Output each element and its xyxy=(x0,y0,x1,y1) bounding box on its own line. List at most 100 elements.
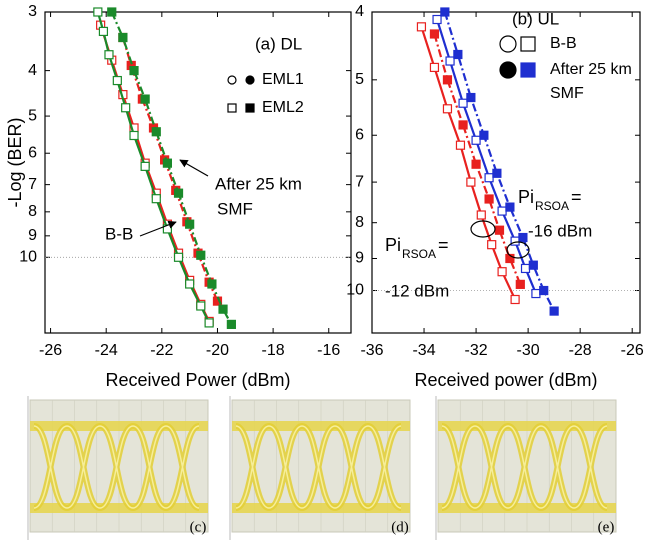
x-tick-label: -36 xyxy=(360,342,383,359)
legend-marker xyxy=(521,63,535,77)
y-tick-label: 6 xyxy=(28,144,37,161)
y-tick-label: 4 xyxy=(355,3,364,20)
eye-rail xyxy=(30,503,208,513)
marker xyxy=(522,264,530,272)
marker xyxy=(205,319,213,327)
marker xyxy=(119,34,127,42)
y-tick-label: 8 xyxy=(28,203,37,220)
marker xyxy=(443,105,451,113)
legend-label: B-B xyxy=(550,35,577,52)
annotation: (b) UL xyxy=(512,9,559,28)
marker xyxy=(130,131,138,139)
annotation: Pi xyxy=(518,187,534,207)
legend-marker xyxy=(228,104,236,112)
x-tick-label: -18 xyxy=(262,342,285,359)
annotation: After 25 km xyxy=(215,174,302,193)
y-tick-label: 9 xyxy=(28,227,37,244)
marker xyxy=(446,57,454,65)
legend-marker xyxy=(246,76,254,84)
marker xyxy=(454,50,462,58)
y-tick-label: 4 xyxy=(28,62,37,79)
annotation: -16 dBm xyxy=(528,221,592,240)
panel-label: (d) xyxy=(391,519,409,535)
marker xyxy=(467,178,475,186)
marker xyxy=(417,23,425,31)
marker xyxy=(516,280,524,288)
marker xyxy=(108,8,116,16)
annotation: -12 dBm xyxy=(385,281,449,300)
marker xyxy=(433,16,441,24)
x-tick-label: -24 xyxy=(95,342,118,359)
y-tick-label: 7 xyxy=(355,173,364,190)
legend-label: EML1 xyxy=(262,71,304,88)
y-tick-label: 7 xyxy=(28,176,37,193)
marker xyxy=(488,241,496,249)
annotation: = xyxy=(571,187,582,207)
legend-marker xyxy=(521,37,535,51)
legend-label: SMF xyxy=(550,85,584,102)
marker xyxy=(459,99,467,107)
marker xyxy=(141,162,149,170)
panel-label: (e) xyxy=(598,519,615,535)
marker xyxy=(122,104,130,112)
y-tick-label: 3 xyxy=(28,3,37,20)
y-tick-label: 5 xyxy=(355,71,364,88)
marker xyxy=(498,268,506,276)
marker xyxy=(99,27,107,35)
marker xyxy=(443,76,451,84)
marker xyxy=(472,136,480,144)
marker xyxy=(511,296,519,304)
marker xyxy=(467,94,475,102)
legend-marker xyxy=(500,62,516,78)
eye-rail xyxy=(232,503,410,513)
plot-area xyxy=(45,12,351,333)
marker xyxy=(441,8,449,16)
marker xyxy=(152,195,160,203)
marker xyxy=(227,320,235,328)
y-tick-label: 10 xyxy=(346,282,364,299)
marker xyxy=(141,95,149,103)
marker xyxy=(532,290,540,298)
annotation: B-B xyxy=(105,224,133,243)
marker xyxy=(550,307,558,315)
marker xyxy=(163,159,171,167)
eye-rail xyxy=(30,421,208,431)
x-tick-label: -26 xyxy=(621,342,644,359)
marker xyxy=(519,234,527,242)
marker xyxy=(208,280,216,288)
figure: 345678910-26-24-22-20-18-16-Log (BER)Rec… xyxy=(0,0,646,546)
marker xyxy=(485,174,493,182)
marker xyxy=(498,207,506,215)
y-tick-label: 6 xyxy=(355,126,364,143)
marker xyxy=(477,211,485,219)
marker xyxy=(186,280,194,288)
marker xyxy=(529,261,537,269)
marker xyxy=(197,251,205,259)
y-tick-label: 10 xyxy=(19,249,37,266)
legend-label: EML2 xyxy=(262,99,304,116)
x-tick-label: -16 xyxy=(317,342,340,359)
marker xyxy=(506,203,514,211)
marker xyxy=(113,77,121,85)
marker xyxy=(430,30,438,38)
marker xyxy=(152,128,160,136)
x-tick-label: -20 xyxy=(206,342,229,359)
legend-label: After 25 km xyxy=(550,61,632,78)
y-tick-label: 5 xyxy=(28,107,37,124)
annotation: (a) DL xyxy=(255,34,302,53)
y-tick-label: 9 xyxy=(355,250,364,267)
marker xyxy=(105,51,113,59)
marker xyxy=(456,141,464,149)
annotation-subscript: RSOA xyxy=(535,199,569,213)
x-tick-label: -34 xyxy=(412,342,435,359)
eye-rail xyxy=(438,421,616,431)
marker xyxy=(130,67,138,75)
marker xyxy=(219,305,227,313)
marker xyxy=(459,121,467,129)
marker xyxy=(495,226,503,234)
marker xyxy=(430,63,438,71)
x-axis-title: Received power (dBm) xyxy=(414,370,597,390)
eye-rail xyxy=(438,503,616,513)
panel-label: (c) xyxy=(190,519,207,535)
x-tick-label: -28 xyxy=(569,342,592,359)
